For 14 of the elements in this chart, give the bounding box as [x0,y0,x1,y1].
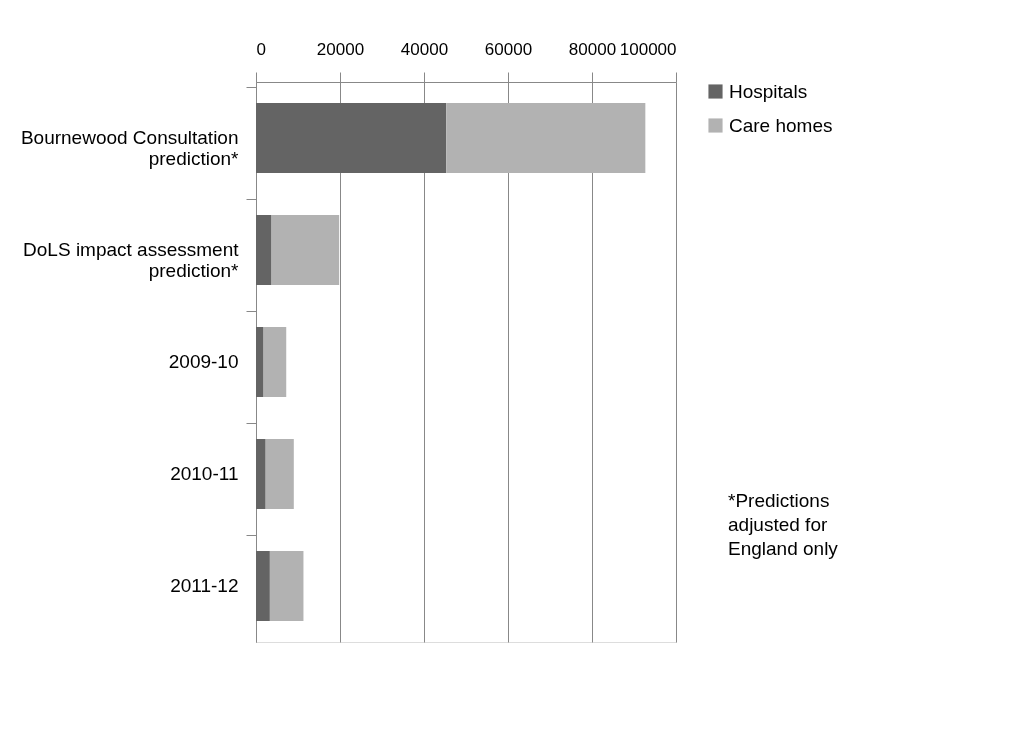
x-tick-label: 20000 [316,39,365,59]
legend-label: Care homes [729,114,833,136]
x-tick-label: 60000 [484,39,533,59]
x-tick-label: 80000 [568,39,617,59]
x-tick-label: 100000 [619,39,677,59]
x-tick-label: 0 [256,39,266,59]
y-tick-label: 2009-10 [168,351,239,372]
text: *Predictions adjusted for England only [728,490,839,559]
y-tick-label: 2011-12 [170,575,239,596]
y-tick-label: 2010-11 [170,463,239,484]
y-tick-label: Bournewood Consultation prediction* [20,127,240,169]
x-tick-label: 40000 [400,39,449,59]
legend-label: Hospitals [729,80,808,102]
y-tick-label: DoLS impact assessment prediction* [23,239,240,281]
